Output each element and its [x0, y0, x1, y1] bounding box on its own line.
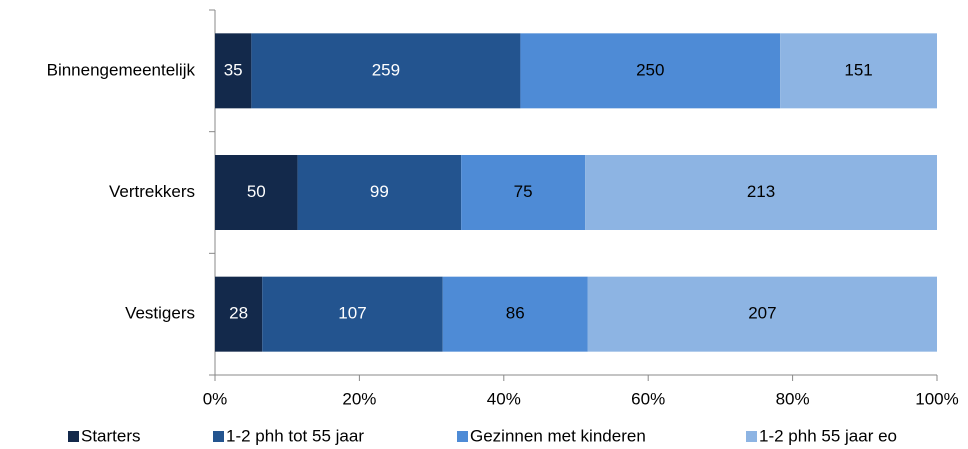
data-label: 250 — [636, 60, 664, 79]
data-label: 35 — [224, 60, 243, 79]
x-tick-label: 80% — [776, 389, 810, 408]
legend-label: 1-2 phh tot 55 jaar — [226, 426, 364, 445]
legend-label: Gezinnen met kinderen — [470, 426, 646, 445]
category-label: Vertrekkers — [109, 182, 195, 201]
x-tick-label: 20% — [342, 389, 376, 408]
legend-label: 1-2 phh 55 jaar eo — [759, 426, 897, 445]
data-label: 75 — [514, 182, 533, 201]
x-tick-label: 60% — [631, 389, 665, 408]
bar-segment — [520, 33, 781, 109]
data-label: 107 — [338, 304, 366, 323]
data-label: 259 — [372, 60, 400, 79]
x-tick-label: 0% — [203, 389, 228, 408]
legend-swatch — [457, 431, 468, 442]
bar-segment — [215, 276, 263, 352]
bar-segment — [587, 276, 937, 352]
bar-segment — [251, 33, 521, 109]
bar-segment — [585, 155, 937, 230]
data-label: 151 — [844, 60, 872, 79]
data-label: 50 — [247, 182, 266, 201]
x-tick-label: 100% — [915, 389, 958, 408]
category-label: Binnengemeentelijk — [47, 60, 196, 79]
legend-swatch — [213, 431, 224, 442]
bar-segment — [442, 276, 588, 352]
bar-segment — [780, 33, 937, 109]
x-tick-label: 40% — [487, 389, 521, 408]
data-label: 207 — [748, 304, 776, 323]
legend-swatch — [746, 431, 757, 442]
data-label: 86 — [506, 304, 525, 323]
data-label: 213 — [747, 182, 775, 201]
category-label: Vestigers — [125, 304, 195, 323]
legend-swatch — [68, 431, 79, 442]
bar-segment — [215, 155, 298, 230]
bar-segment — [262, 276, 443, 352]
data-label: 99 — [370, 182, 389, 201]
bar-segment — [461, 155, 586, 230]
bar-segment — [215, 33, 252, 109]
data-label: 28 — [229, 304, 248, 323]
bar-segment — [297, 155, 462, 230]
legend-label: Starters — [81, 426, 141, 445]
